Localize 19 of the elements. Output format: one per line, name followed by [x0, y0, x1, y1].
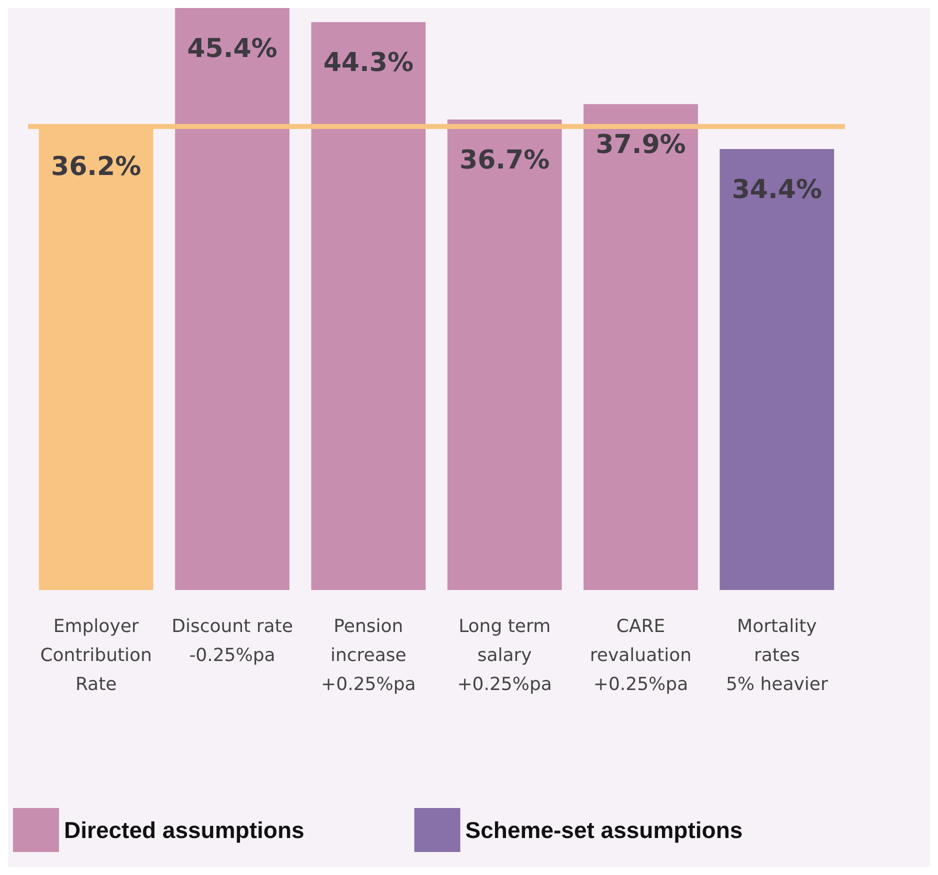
data-label: 36.7%	[459, 146, 550, 176]
bar	[311, 22, 426, 590]
x-tick-label: Employer Contribution Rate	[40, 616, 152, 695]
bar	[175, 8, 290, 590]
data-label: 36.2%	[50, 152, 142, 182]
x-tick-label: Pension increase +0.25%pa	[321, 616, 416, 695]
data-label: 44.3%	[323, 48, 414, 78]
bar	[720, 149, 834, 590]
data-label: 34.4%	[732, 175, 822, 206]
data-label: 45.4%	[187, 34, 278, 64]
x-tick-label: CARE revaluation +0.25%pa	[590, 616, 692, 695]
x-tick-label: Mortality rates 5% heavier	[726, 616, 828, 695]
x-tick-label: Discount rate -0.25%pa	[172, 616, 293, 666]
x-tick-label: Long term salary +0.25%pa	[457, 616, 552, 695]
bar	[584, 104, 698, 590]
legend-label: Directed assumptions	[64, 817, 304, 843]
legend-label: Scheme-set assumptions	[465, 817, 743, 843]
bar	[447, 120, 562, 590]
data-label: 37.9%	[596, 130, 686, 160]
